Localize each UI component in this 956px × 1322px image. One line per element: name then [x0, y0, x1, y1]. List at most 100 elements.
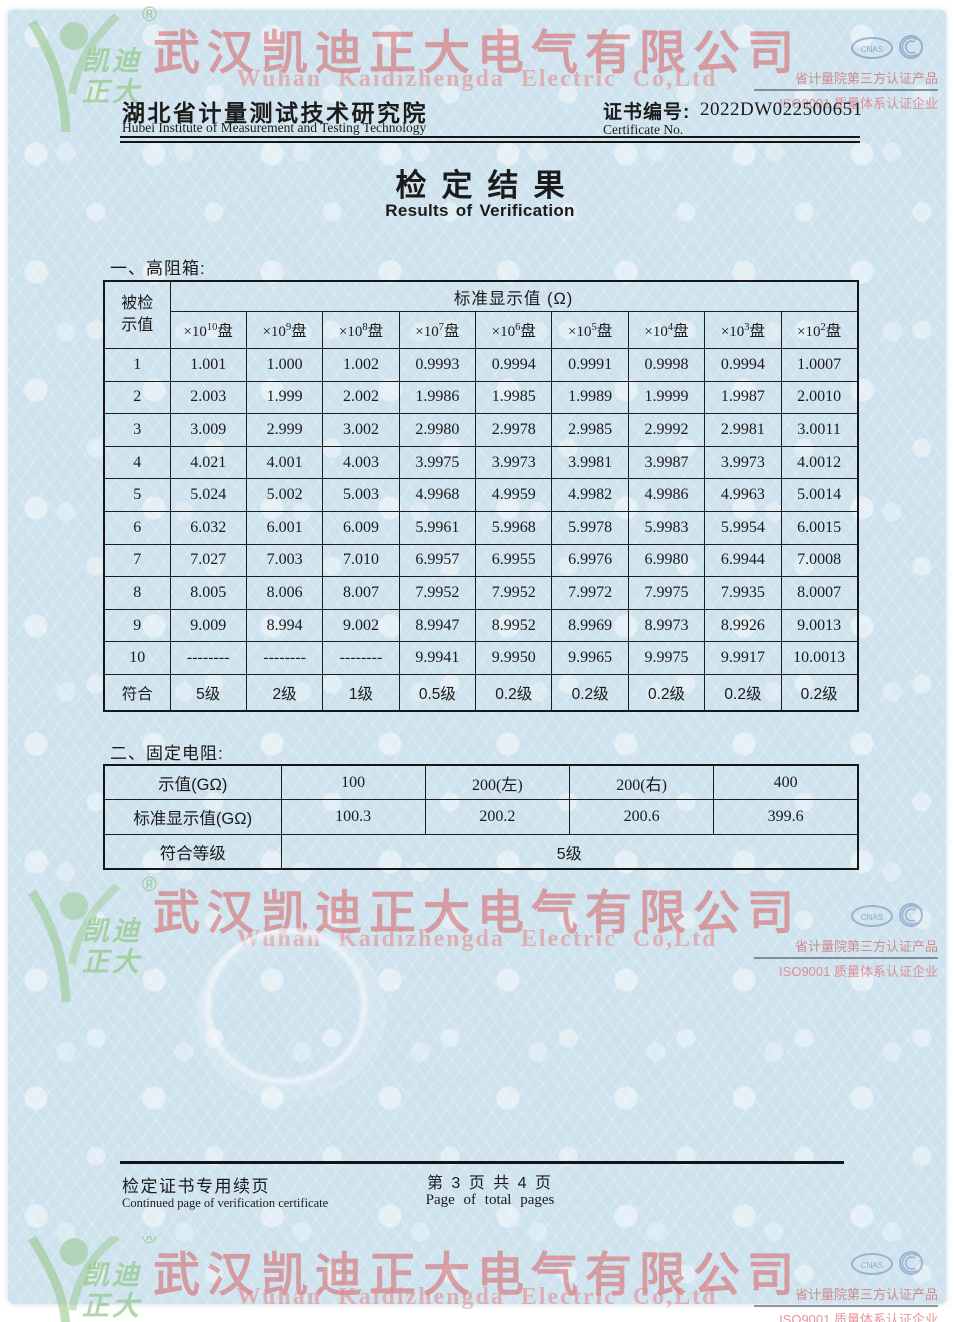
value-cell: 0.9994: [475, 348, 553, 382]
badge-text-line1: 省计量院第三方认证产品: [794, 71, 938, 86]
value-cell: 6.9976: [551, 543, 629, 578]
watermark-band-top: 武汉凯迪正大电气有限公司 Wuhan Kaidizhengda Electric…: [8, 4, 946, 144]
institute-name-en: Hubei Institute of Measurement and Testi…: [122, 120, 427, 135]
dial-column-header: ×105盘: [551, 311, 629, 349]
value-cell: 5.0014: [780, 478, 859, 512]
stub-line2: 示值: [121, 317, 154, 334]
value-cell: 3.9975: [398, 445, 477, 480]
fixed-resistor-table: 示值(GΩ) 100 200(左) 200(右) 400 标准显示值(GΩ) 100.3 20…: [103, 764, 859, 871]
watermark-band-middle: 武汉凯迪正大电气有限公司 Wuhan Kaidizhengda Electric…: [8, 874, 946, 1004]
certificate-number-value: 2022DW022500651: [700, 99, 863, 120]
table-row: 符合等级 5级: [103, 834, 859, 870]
high-resistance-table-body: 1 1.001 1.000 1.002 0.9993 0.9994 0.9991 0.9998…: [103, 348, 859, 712]
company-watermark-cn: 武汉凯迪正大电气有限公司: [153, 888, 801, 940]
dial-column-header: ×103盘: [704, 311, 782, 349]
certificate-number-label-en: Certificate No.: [603, 122, 684, 137]
cnas-badge-icon: CNAS: [850, 1253, 893, 1275]
table-row: 标准显示值(GΩ) 100.3 200.2 200.6 399.6: [103, 799, 859, 836]
ccc-badge-icon: [899, 903, 923, 927]
section1-label: 一、高阻箱:: [110, 259, 206, 278]
row-label: 9: [103, 608, 171, 643]
logo-text-line1: 凯迪: [82, 916, 142, 946]
row-label: 符合: [103, 673, 171, 712]
value-cell: 3.9981: [551, 445, 629, 480]
value-cell: 0.5级: [398, 673, 477, 712]
row-label: 7: [103, 543, 171, 578]
value-cell: 0.9998: [627, 348, 706, 382]
row-label: 5: [103, 478, 171, 512]
value-cell: 7.9972: [551, 576, 629, 610]
value-cell: 8.9969: [551, 608, 629, 643]
value-cell: 8.9926: [704, 608, 782, 643]
value-cell: 1.9989: [551, 380, 629, 415]
value-cell: 1.000: [245, 348, 324, 382]
value-cell: 0.2级: [475, 673, 553, 712]
value-cell: 5.024: [169, 478, 247, 512]
footer-left-cn: 检定证书专用续页: [122, 1177, 270, 1196]
value-cell: 5.003: [322, 478, 400, 512]
value-cell: 200(左): [424, 764, 571, 801]
logo-text-line1: 凯迪: [82, 1260, 142, 1290]
page-number-en: Page of total pages: [425, 1192, 555, 1208]
row-label: 10: [103, 641, 171, 675]
value-cell: 1.999: [245, 380, 324, 415]
header-double-rule: [120, 136, 860, 143]
stub-header: 被检 示值: [103, 280, 171, 349]
row-label: 3: [103, 413, 171, 447]
certification-badges: CNAS 省计量院第三方认证产品 ISO9001 质量体系认证企业: [748, 902, 938, 980]
value-cell: 0.2级: [780, 673, 859, 712]
value-cell: 4.9968: [398, 478, 477, 512]
value-cell: 2级: [245, 673, 324, 712]
value-cell: --------: [322, 641, 400, 675]
value-cell: 1.002: [322, 348, 400, 382]
registered-trademark-icon: ®: [142, 1236, 157, 1248]
value-cell: 2.9985: [551, 413, 629, 447]
value-cell: 3.9987: [627, 445, 706, 480]
value-cell: 8.9947: [398, 608, 477, 643]
value-cell: 4.003: [322, 445, 400, 480]
value-cell: 2.999: [245, 413, 324, 447]
value-cell: --------: [169, 641, 247, 675]
value-cell: 6.9944: [704, 543, 782, 578]
value-cell: 9.009: [169, 608, 247, 643]
ccc-badge-icon: [899, 1251, 923, 1275]
value-cell: 100.3: [280, 799, 426, 836]
kaidi-logo: 凯迪 正大 ®: [22, 4, 192, 134]
value-cell: 0.9993: [398, 348, 477, 382]
page-title-en: Results of Verification: [385, 201, 575, 220]
value-cell: 6.9957: [398, 543, 477, 578]
dial-column-header: ×108盘: [322, 311, 400, 349]
value-cell: 9.9965: [551, 641, 629, 675]
section2-label: 二、固定电阻:: [110, 744, 224, 763]
row-label: 4: [103, 445, 171, 480]
institute-name-cn: 湖北省计量测试技术研究院: [122, 100, 428, 126]
table-row: 8 8.005 8.006 8.007 7.9952 7.9952 7.9972 7.9975…: [103, 576, 859, 610]
row-label: 6: [103, 510, 171, 545]
value-cell: 1级: [322, 673, 400, 712]
value-cell: 7.9975: [627, 576, 706, 610]
value-cell: 1.0007: [780, 348, 859, 382]
value-cell: 0.9991: [551, 348, 629, 382]
value-cell: 8.006: [245, 576, 324, 610]
badge-text-line2: ISO9001 质量体系认证企业: [779, 96, 938, 111]
table-row: 1 1.001 1.000 1.002 0.9993 0.9994 0.9991 0.9998…: [103, 348, 859, 382]
value-cell: 1.9985: [475, 380, 553, 415]
badge-text-line2: ISO9001 质量体系认证企业: [779, 964, 938, 979]
value-cell: 9.9917: [704, 641, 782, 675]
table-row: 2 2.003 1.999 2.002 1.9986 1.9985 1.9989 1.9999…: [103, 380, 859, 415]
value-cell: 8.9952: [475, 608, 553, 643]
svg-text:CNAS: CNAS: [860, 913, 882, 922]
stub-line1: 被检: [121, 295, 154, 312]
watermark-band-bottom: 武汉凯迪正大电气有限公司 Wuhan Kaidizhengda Electric…: [8, 1236, 946, 1322]
value-cell: 8.0007: [780, 576, 859, 610]
registered-trademark-icon: ®: [142, 874, 157, 896]
value-cell: 4.0012: [780, 445, 859, 480]
value-cell: 6.0015: [780, 510, 859, 545]
badge-divider: [754, 89, 938, 91]
company-watermark-en: Wuhan Kaidizhengda Electric Co,Ltd: [236, 66, 718, 92]
value-cell: 4.9986: [627, 478, 706, 512]
value-cell: 7.027: [169, 543, 247, 578]
value-cell: 9.0013: [780, 608, 859, 643]
value-cell: 7.9935: [704, 576, 782, 610]
dial-column-header: ×1010盘: [169, 311, 247, 349]
